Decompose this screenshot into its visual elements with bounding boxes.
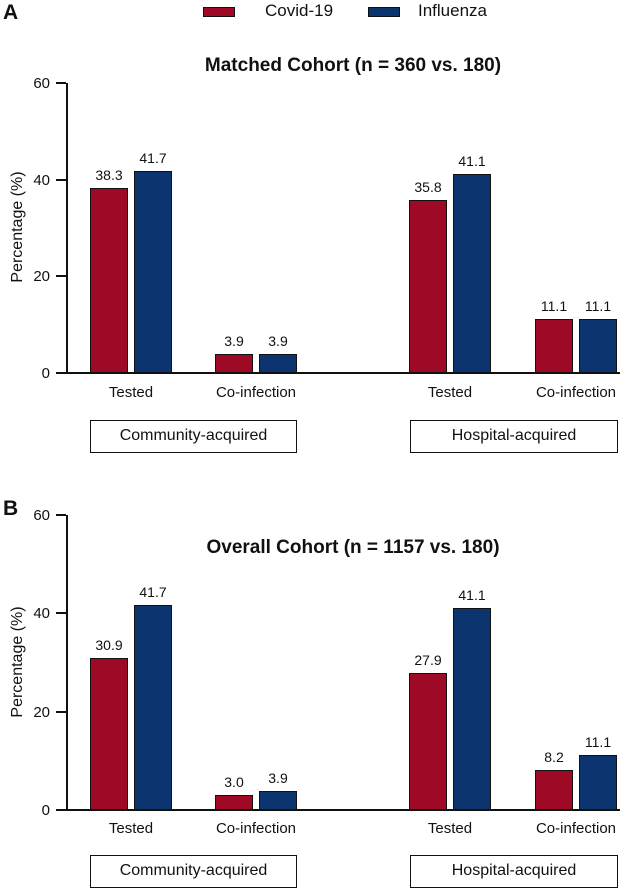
value-label: 27.9: [414, 652, 442, 668]
bar-influenza: [259, 791, 297, 810]
panel-label-b: B: [3, 497, 19, 520]
value-label: 30.9: [95, 637, 123, 653]
value-label: 3.0: [224, 774, 244, 790]
y-tick-label: 20: [33, 703, 50, 721]
group-box: Community-acquired: [90, 855, 297, 888]
bar-covid-19: [215, 354, 253, 373]
value-label: 11.1: [540, 298, 568, 314]
value-label: 41.7: [139, 150, 167, 166]
bar-influenza: [579, 319, 617, 373]
value-label: 38.3: [95, 167, 123, 183]
bar-influenza: [134, 605, 172, 810]
bar-covid-19: [409, 200, 447, 373]
y-tick-mark: [56, 612, 66, 615]
y-tick-label: 0: [41, 802, 50, 819]
y-tick-label: 60: [33, 75, 50, 92]
category-label: Co-infection: [215, 820, 297, 837]
y-tick-mark: [56, 809, 66, 811]
category-label: Tested: [108, 384, 154, 401]
value-label: 11.1: [584, 298, 612, 314]
bar-covid-19: [90, 658, 128, 810]
bar-influenza: [579, 755, 617, 810]
panel-a-title: Matched Cohort (n = 360 vs. 180): [204, 55, 502, 76]
bar-covid-19: [90, 188, 128, 373]
value-label: 41.1: [458, 587, 486, 603]
legend-swatch-influenza-icon: [368, 7, 400, 17]
category-label: Co-infection: [535, 820, 617, 837]
category-label: Co-infection: [535, 384, 617, 401]
value-label: 8.2: [544, 749, 564, 765]
y-tick-mark: [56, 372, 66, 374]
bar-influenza: [134, 171, 172, 373]
bar-influenza: [259, 354, 297, 373]
value-label: 35.8: [414, 179, 442, 195]
legend-label-covid19: Covid-19: [265, 1, 334, 20]
group-box: Community-acquired: [90, 420, 297, 453]
bar-covid-19: [409, 673, 447, 810]
x-axis-line: [66, 372, 620, 374]
y-tick-mark: [56, 275, 66, 278]
value-label: 11.1: [584, 734, 612, 750]
y-tick-label: 60: [33, 507, 50, 524]
panel-label-a: A: [3, 1, 19, 24]
value-label: 41.1: [458, 153, 486, 169]
category-label: Tested: [108, 820, 154, 837]
bar-covid-19: [215, 795, 253, 810]
legend-swatch-covid19-icon: [203, 7, 235, 17]
y-tick-mark: [56, 178, 66, 181]
y-tick-mark: [56, 514, 66, 516]
y-tick-label: 40: [33, 171, 50, 189]
bar-covid-19: [535, 319, 573, 373]
value-label: 41.7: [139, 584, 167, 600]
y-tick-label: 20: [33, 268, 50, 286]
y-tick-mark: [56, 710, 66, 713]
value-label: 3.9: [268, 770, 288, 786]
bar-covid-19: [535, 770, 573, 810]
category-label: Tested: [427, 384, 473, 401]
y-axis-line: [66, 515, 68, 810]
bar-influenza: [453, 608, 491, 810]
value-label: 3.9: [224, 333, 244, 349]
y-axis-line: [66, 83, 68, 373]
category-label: Tested: [427, 820, 473, 837]
bar-influenza: [453, 174, 491, 373]
x-axis-line: [66, 809, 620, 811]
legend-label-influenza: Influenza: [418, 1, 487, 20]
y-tick-mark: [56, 82, 66, 84]
panel-b-title: Overall Cohort (n = 1157 vs. 180): [206, 537, 500, 558]
group-box: Hospital-acquired: [410, 420, 618, 453]
category-label: Co-infection: [215, 384, 297, 401]
y-tick-label: 40: [33, 605, 50, 623]
y-tick-label: 0: [41, 365, 50, 382]
value-label: 3.9: [268, 333, 288, 349]
group-box: Hospital-acquired: [410, 855, 618, 888]
